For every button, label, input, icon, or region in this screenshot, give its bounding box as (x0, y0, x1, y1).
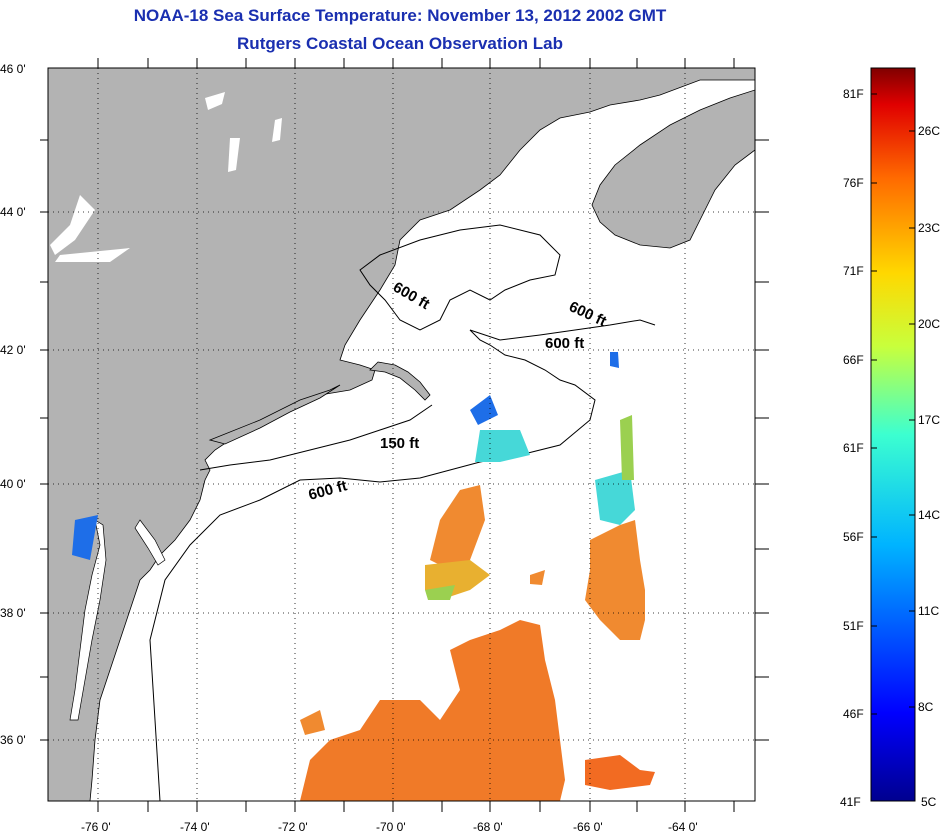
cbar-f-81: 81F (843, 87, 864, 101)
cbar-f-41: 41F (840, 795, 861, 809)
cbar-c-14: 14C (918, 508, 941, 522)
cbar-f-56: 56F (843, 530, 864, 544)
map-subtitle: Rutgers Coastal Ocean Observation Lab (237, 34, 563, 53)
land-long-island (208, 384, 341, 445)
lon-label-66: -66 0' (573, 820, 603, 834)
lon-label-70: -70 0' (376, 820, 406, 834)
colorbar (870, 67, 916, 802)
land-cape-cod (369, 361, 431, 401)
lat-label-38: 38 0' (0, 606, 26, 620)
cbar-f-46: 46F (843, 707, 864, 721)
water-delaware-bay (134, 519, 166, 566)
sst-patch-cool (475, 430, 635, 525)
cbar-c-17: 17C (918, 413, 941, 427)
cbar-f-51: 51F (843, 619, 864, 633)
cbar-c-20: 20C (918, 317, 941, 331)
lat-label-46: 46 0' (0, 62, 26, 76)
land-nova-scotia (591, 89, 755, 249)
land-mainland (48, 68, 755, 801)
sst-patch-south-east (585, 755, 655, 790)
cbar-c-5: 5C (921, 795, 937, 809)
lon-label-72: -72 0' (278, 820, 308, 834)
lon-label-76: -76 0' (81, 820, 111, 834)
cbar-c-26: 26C (918, 124, 941, 138)
lat-label-44: 44 0' (0, 205, 26, 219)
water-chesapeake (69, 519, 107, 721)
cbar-c-11: 11C (918, 604, 940, 618)
water-blue-spots (72, 352, 619, 560)
cbar-f-76: 76F (843, 176, 864, 190)
cbar-c-23: 23C (918, 221, 941, 235)
map-border (47, 67, 756, 802)
lon-label-68: -68 0' (473, 820, 503, 834)
sst-patch-east (585, 520, 645, 640)
map-title: NOAA-18 Sea Surface Temperature: Novembe… (133, 6, 667, 25)
cbar-f-66: 66F (843, 353, 864, 367)
colorbar-ticks (871, 93, 915, 715)
sst-patch-south (300, 620, 565, 801)
lat-label-36: 36 0' (0, 733, 26, 747)
sst-patch-central (430, 485, 485, 570)
lat-label-40: 40 0' (0, 477, 26, 491)
cbar-f-71: 71F (843, 264, 864, 278)
cbar-c-8: 8C (918, 700, 934, 714)
lon-label-64: -64 0' (668, 820, 698, 834)
sst-overlay (300, 415, 655, 801)
lat-label-42: 42 0' (0, 343, 26, 357)
cbar-f-61: 61F (843, 441, 864, 455)
grid-lines (48, 68, 755, 801)
lon-label-74: -74 0' (180, 820, 210, 834)
contour-label-600-georges: 600 ft (545, 335, 584, 352)
contour-label-150: 150 ft (380, 435, 419, 452)
axis-ticks (40, 58, 769, 812)
